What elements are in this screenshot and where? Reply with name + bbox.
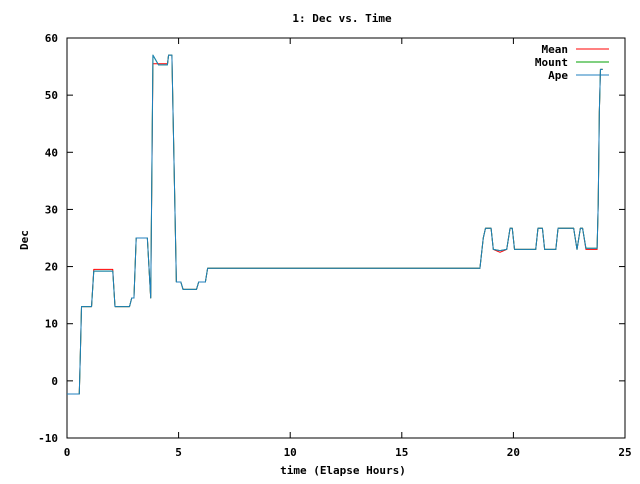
- chart-title: 1: Dec vs. Time: [292, 12, 392, 25]
- y-tick-label: 10: [45, 318, 58, 331]
- y-axis-label: Dec: [18, 230, 31, 250]
- legend-label-ape: Ape: [548, 69, 568, 82]
- x-tick-label: 5: [175, 446, 182, 459]
- y-tick-label: 30: [45, 203, 58, 216]
- x-axis-label: time (Elapse Hours): [280, 464, 406, 477]
- plot-area: [66, 37, 626, 439]
- x-tick-label: 0: [64, 446, 71, 459]
- legend-label-mean: Mean: [542, 43, 569, 56]
- series-line-ape: [67, 54, 603, 395]
- y-tick-label: 40: [45, 146, 58, 159]
- y-tick-label: 0: [51, 375, 58, 388]
- x-axis: 0 5 10 15 20 25: [64, 38, 632, 459]
- y-tick-label: 50: [45, 89, 58, 102]
- y-tick-label: -10: [38, 432, 58, 445]
- x-tick-label: 10: [284, 446, 297, 459]
- x-tick-label: 15: [395, 446, 408, 459]
- legend-label-mount: Mount: [535, 56, 568, 69]
- y-tick-label: 20: [45, 261, 58, 274]
- series-lines: [67, 54, 603, 395]
- series-line-mean: [67, 54, 603, 395]
- y-axis: -10 0 10 20 30 40 50 60: [38, 32, 625, 445]
- series-line-mount: [67, 54, 603, 395]
- plot-frame: [66, 37, 626, 439]
- y-tick-label: 60: [45, 32, 58, 45]
- x-tick-label: 25: [618, 446, 631, 459]
- x-tick-label: 20: [507, 446, 520, 459]
